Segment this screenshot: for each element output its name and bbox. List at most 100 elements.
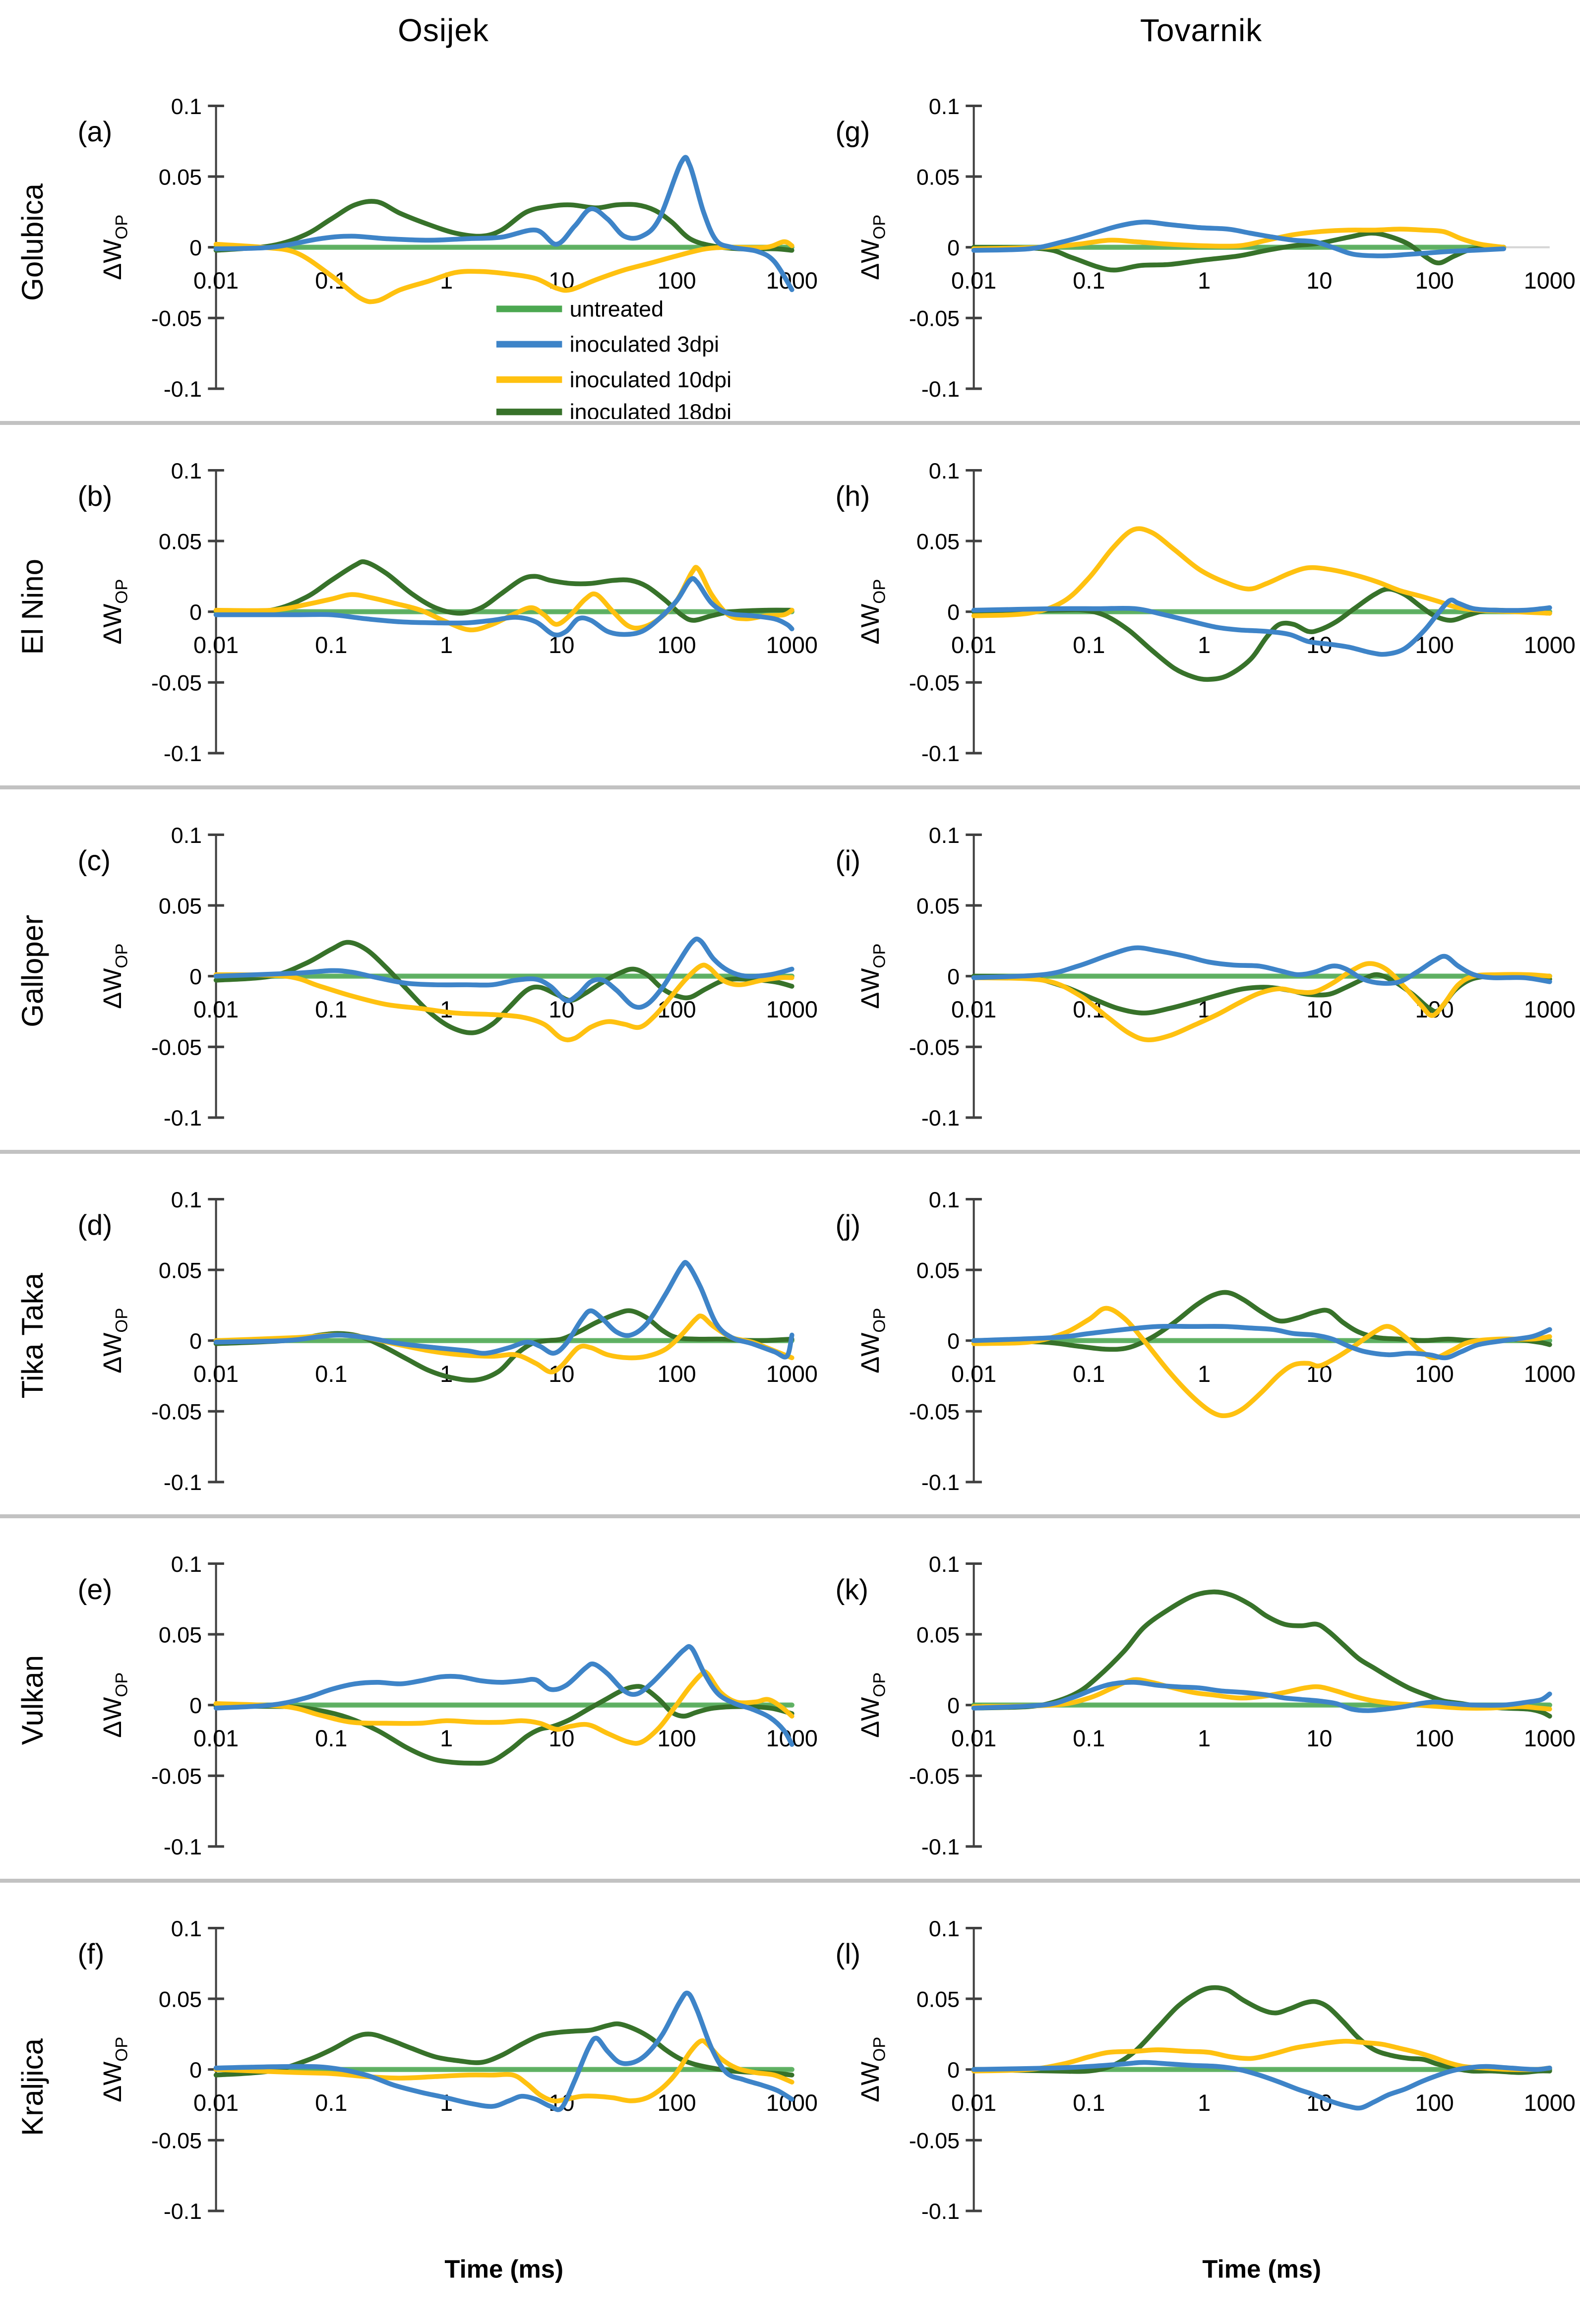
y-axis-title: ΔWOP xyxy=(98,944,131,1009)
chart-k: 0.1 0.05 0 -0.05 -0.1 0.01 0.1 1 10 100 1000 ΔWOP (k… xyxy=(835,1552,1575,1859)
panel-a-golubica-osijek: 0.1 0.05 0 -0.05 -0.1 0.01 0.1 1 10 100 1000 ΔWOP (a… xyxy=(64,65,822,419)
y-tick-label: 0 xyxy=(947,236,960,260)
column-title-osijek: Osijek xyxy=(398,12,489,48)
y-axis-title: ΔWOP xyxy=(98,1672,131,1738)
y-tick-label: 0.1 xyxy=(171,1552,202,1577)
y-tick-label: -0.1 xyxy=(921,1835,960,1859)
series-inoculated_10dpi-line xyxy=(213,239,794,304)
y-tick-label: 0.1 xyxy=(929,823,960,848)
y-tick-label: -0.05 xyxy=(909,1400,960,1425)
x-tick-label: 0.1 xyxy=(315,268,347,294)
y-tick-label: -0.1 xyxy=(164,1106,202,1131)
chart-c: 0.10.050-0.05-0.10.01 0.1 1 10 100 1000ΔWOP(c… xyxy=(77,823,818,1131)
x-tick-label: 100 xyxy=(658,632,696,658)
x-tick-label: 1000 xyxy=(1524,997,1576,1022)
chart-f: 0.10.050-0.05-0.10.01 0.1 1 10 100 1000ΔWOP(f… xyxy=(77,1916,818,2283)
figure-row-el-nino: El Nino 0.1 0.05 0 -0.05 -0.1 0.01 0.1 1 1 0 100 10… xyxy=(0,421,1580,785)
x-tick-label: 1000 xyxy=(766,997,818,1022)
y-axis-title: ΔWOP xyxy=(98,1308,131,1373)
series-inoculated_18dpi-line xyxy=(213,2022,794,2078)
y-tick-label: 0 xyxy=(947,2058,960,2083)
y-tick-label: 0.1 xyxy=(929,1188,960,1212)
y-tick-label: 0 xyxy=(189,964,202,989)
x-tick-label: 1000 xyxy=(1524,632,1576,658)
x-tick-label: 100 xyxy=(658,1361,696,1387)
series-inoculated_10dpi-line xyxy=(971,526,1552,618)
series-inoculated_3dpi-line xyxy=(971,945,1552,986)
x-tick-label: 0.01 xyxy=(951,268,996,294)
row-label-galloper: Galloper xyxy=(15,915,49,1028)
y-tick-label: -0.1 xyxy=(921,377,960,402)
y-tick-label: -0.1 xyxy=(921,2200,960,2224)
y-axis-title: ΔWOP xyxy=(856,944,889,1009)
x-tick-label: 0.1 xyxy=(1073,1726,1105,1751)
y-axis-title: ΔWOP xyxy=(856,579,889,645)
x-tick-label: 0.1 xyxy=(1073,1361,1105,1387)
panel-d-tika-taka-osijek: 0.1 0.05 0 -0.05 -0.1 0.01 0.1 1 10 100 1000 ΔWOP (d… xyxy=(64,1159,822,1512)
row-label-vulkan: Vulkan xyxy=(15,1655,49,1745)
y-tick-label: 0.05 xyxy=(159,894,202,919)
series-inoculated_18dpi-line xyxy=(213,1684,794,1766)
x-tick-label: 10 xyxy=(1306,268,1332,294)
x-tick-label: 1 xyxy=(440,632,453,658)
chart-g: 0.1 0.05 0 -0.05 -0.1 0.01 0.1 1 10 100 1000 ΔWOP (g… xyxy=(835,94,1576,402)
panel-letter-f: (f) xyxy=(77,1938,104,1970)
y-tick-label: -0.1 xyxy=(164,1835,202,1859)
series-inoculated_18dpi-line xyxy=(971,1290,1552,1352)
row-label-tika-taka: Tika Taka xyxy=(15,1272,49,1399)
y-axis-title: ΔWOP xyxy=(98,579,131,645)
series-inoculated_10dpi-line xyxy=(971,2039,1552,2074)
y-tick-label: 0.1 xyxy=(929,94,960,119)
panel-k-vulkan-tovarnik: 0.1 0.05 0 -0.05 -0.1 0.01 0.1 1 10 100 1000 ΔWOP (k… xyxy=(822,1523,1580,1877)
y-tick-label: 0.1 xyxy=(171,1188,202,1212)
figure-row-golubica: Golubica 0.1 0.05 0 -0.05 -0.1 0.01 0.1 1 10 100 1… xyxy=(0,60,1580,421)
x-tick-label: 0.01 xyxy=(193,1726,239,1751)
x-tick-label: 0.01 xyxy=(193,2090,239,2116)
series-inoculated_3dpi-line xyxy=(971,1324,1552,1361)
y-tick-label: 0.1 xyxy=(929,1552,960,1577)
x-tick-label: 1000 xyxy=(766,632,818,658)
x-tick-label: 1000 xyxy=(1524,268,1576,294)
panel-letter-a: (a) xyxy=(77,116,112,148)
x-tick-label: 100 xyxy=(1415,268,1454,294)
y-tick-label: -0.1 xyxy=(164,1470,202,1495)
chart-l: 0.10.050-0.05-0.10.01 0.1 1 10 100 1000ΔWOP(l… xyxy=(835,1916,1575,2283)
y-axis-title: ΔWOP xyxy=(856,2037,889,2102)
y-tick-label: 0 xyxy=(189,2058,202,2083)
y-axis-title: ΔWOP xyxy=(856,215,889,280)
series-inoculated_10dpi-line xyxy=(971,961,1552,1043)
y-tick-label: -0.05 xyxy=(151,306,202,331)
x-tick-label: 1000 xyxy=(766,2090,818,2116)
panel-letter-k: (k) xyxy=(835,1574,868,1606)
y-tick-label: -0.05 xyxy=(151,1764,202,1789)
x-tick-label: 0.01 xyxy=(951,632,996,658)
panel-letter-j: (j) xyxy=(835,1209,860,1241)
y-tick-label: 0 xyxy=(189,236,202,260)
series-inoculated_10dpi-line xyxy=(971,1306,1552,1419)
y-tick-label: 0.05 xyxy=(916,165,960,189)
chart-e: 0.10.050-0.05-0.10.01 0.1 1 10 100 1000ΔWOP(e… xyxy=(77,1552,817,1859)
x-tick-label: 0.1 xyxy=(315,2090,347,2116)
legend-label-inoculated_18dpi: inoculated 18dpi xyxy=(570,400,731,419)
series-inoculated_3dpi-line xyxy=(213,1644,794,1747)
series-inoculated_3dpi-line xyxy=(213,1260,794,1360)
x-tick-label: 0.01 xyxy=(951,997,996,1022)
y-tick-label: -0.1 xyxy=(164,377,202,402)
y-tick-label: -0.05 xyxy=(909,2129,960,2153)
x-tick-label: 1 xyxy=(440,1726,453,1751)
x-tick-label: 100 xyxy=(658,268,696,294)
x-tick-label: 1 xyxy=(1198,2090,1211,2116)
row-label-el-nino: El Nino xyxy=(15,558,49,655)
x-tick-label: 0.01 xyxy=(951,2090,996,2116)
x-tick-label: 1000 xyxy=(1524,1361,1576,1387)
y-tick-label: 0.1 xyxy=(929,1916,960,1941)
y-tick-label: -0.05 xyxy=(909,306,960,331)
panel-f-kraljica-osijek: 0.1 0.05 0 -0.05 -0.1 0.01 0.1 1 10 100 1000 ΔWOP (f… xyxy=(64,1888,822,2287)
chart-j: 0.10.050-0.05-0.10.01 0.1 1 10 100 1000ΔWOP(j… xyxy=(835,1188,1576,1495)
column-titles: Osijek Tovarnik xyxy=(0,0,1580,60)
chart-i: 0.10.050-0.05-0.10.01 0.1 1 10 100 1000ΔWOP(i… xyxy=(835,823,1576,1131)
x-axis-title: Time (ms) xyxy=(1202,2255,1321,2283)
series-inoculated_10dpi-line xyxy=(213,565,794,633)
x-tick-label: 0.01 xyxy=(951,1361,996,1387)
